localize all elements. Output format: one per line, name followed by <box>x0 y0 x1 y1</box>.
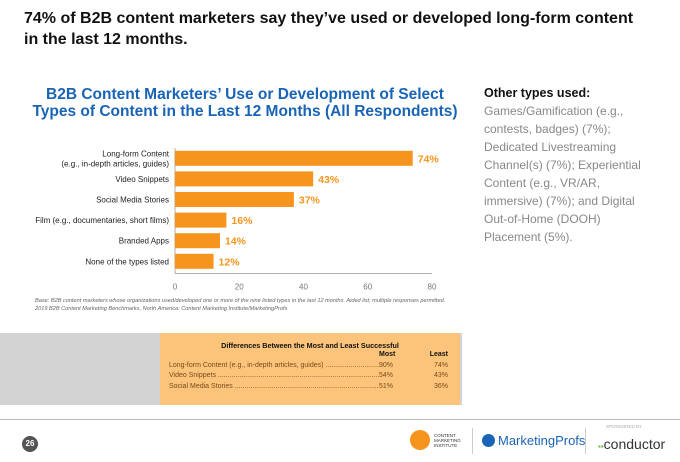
logo-divider <box>585 428 586 454</box>
x-tick-label: 20 <box>235 283 244 292</box>
bar <box>175 192 294 207</box>
data-label: 14% <box>225 236 247 248</box>
x-tick-label: 0 <box>173 283 178 292</box>
data-label: 12% <box>219 256 241 268</box>
col-least: Least <box>429 351 448 358</box>
differences-title: Differences Between the Most and Least S… <box>221 341 399 350</box>
category-label: Video Snippets <box>115 175 169 184</box>
category-label: Social Media Stories <box>96 196 169 205</box>
row-label: Video Snippets <box>169 371 379 382</box>
cmi-logo-text: CONTENT MARKETING INSTITUTE <box>434 432 461 448</box>
row-most: 51% <box>379 382 394 390</box>
data-label: 74% <box>418 153 440 165</box>
bar <box>175 212 227 228</box>
conductor-logo: ▪▪conductor <box>598 436 665 452</box>
bar-chart: 0 20 40 60 80 74% Long-form Content(e.g., in-d… <box>35 148 440 292</box>
table-row: Long-form Content (e.g., in-depth articl… <box>160 361 460 372</box>
bar <box>175 253 214 269</box>
cmi-logo-icon <box>410 430 430 450</box>
category-label: None of the types listed <box>85 257 169 266</box>
page-number: 26 <box>22 436 38 452</box>
footer-divider <box>0 419 680 420</box>
row-least: 36% <box>433 382 448 390</box>
category-label: Branded Apps <box>119 237 169 246</box>
bar <box>175 150 413 166</box>
headline: 74% of B2B content marketers say they’ve… <box>24 10 634 48</box>
source-line: 2019 B2B Content Marketing Benchmarks, N… <box>35 306 288 312</box>
row-most: 90% <box>379 361 394 369</box>
other-types-panel: Other types used: Games/Gamification (e.… <box>484 84 654 246</box>
row-most: 54% <box>379 372 394 379</box>
category-label: (e.g., in-depth articles, guides) <box>61 159 169 168</box>
col-most: Most <box>379 351 396 358</box>
conductor-icon: ▪▪ <box>598 442 604 451</box>
row-label: Long-form Content (e.g., in-depth articl… <box>169 361 379 372</box>
logo-divider <box>472 428 473 454</box>
x-tick-label: 40 <box>299 283 308 292</box>
chart-title: B2B Content Marketers’ Use or Developmen… <box>32 86 458 120</box>
row-least: 74% <box>433 361 448 369</box>
row-least: 43% <box>433 372 448 379</box>
marketingprofs-text: MarketingProfs <box>498 433 586 448</box>
row-label: Social Media Stories <box>169 382 379 393</box>
cmi-logo: CONTENT MARKETING INSTITUTE <box>410 430 462 450</box>
other-types-title: Other types used: <box>484 86 591 100</box>
data-label: 16% <box>231 215 253 227</box>
bar <box>175 233 220 249</box>
conductor-text: conductor <box>603 436 666 452</box>
table-row: Social Media Stories51% 36% <box>160 382 460 393</box>
x-tick-label: 80 <box>428 283 437 292</box>
marketingprofs-logo: MarketingProfs <box>482 433 585 448</box>
marketingprofs-icon <box>482 434 495 447</box>
base-note: Base: B2B content marketers whose organi… <box>35 297 465 313</box>
table-row: Video Snippets54% 43% <box>160 371 460 382</box>
category-label: Long-form Content <box>102 149 169 158</box>
sponsored-by: SPONSORED BY <box>606 424 643 429</box>
data-label: 37% <box>299 195 321 207</box>
base-note-line: Base: B2B content marketers whose organi… <box>35 298 446 304</box>
x-tick-label: 60 <box>363 283 372 292</box>
category-label: Film (e.g., documentaries, short films) <box>35 216 169 225</box>
data-label: 43% <box>318 174 340 186</box>
bar <box>175 171 314 187</box>
differences-table: Differences Between the Most and Least S… <box>160 333 460 405</box>
other-types-text: Games/Gamification (e.g., contests, badg… <box>484 104 641 244</box>
